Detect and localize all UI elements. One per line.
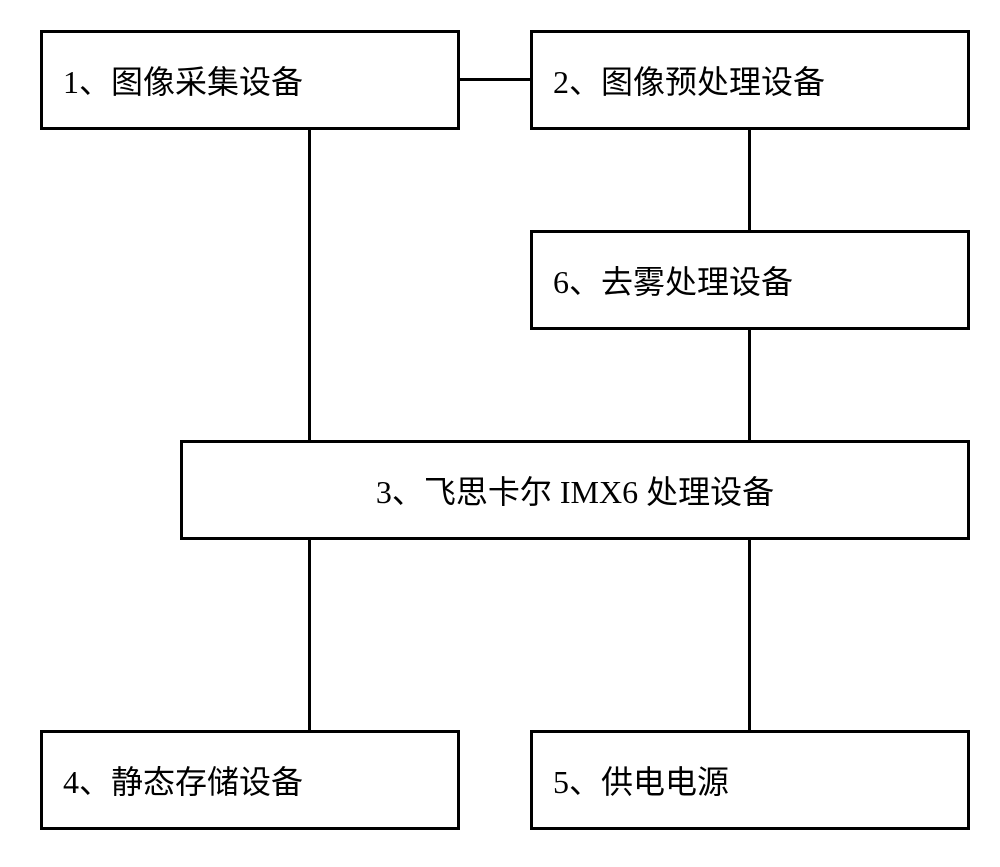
- node-label: 6、去雾处理设备: [553, 257, 793, 303]
- edge-node6-node3: [748, 330, 751, 440]
- node-defogging: 6、去雾处理设备: [530, 230, 970, 330]
- edge-node1-node3: [308, 130, 311, 440]
- node-label: 4、静态存储设备: [63, 757, 303, 803]
- node-power-supply: 5、供电电源: [530, 730, 970, 830]
- node-label: 3、飞思卡尔 IMX6 处理设备: [376, 467, 774, 513]
- edge-node2-node6: [748, 130, 751, 230]
- node-label: 5、供电电源: [553, 757, 729, 803]
- node-image-capture: 1、图像采集设备: [40, 30, 460, 130]
- edge-node3-node4: [308, 540, 311, 730]
- node-label: 2、图像预处理设备: [553, 57, 825, 103]
- node-freescale-imx6: 3、飞思卡尔 IMX6 处理设备: [180, 440, 970, 540]
- edge-node3-node5: [748, 540, 751, 730]
- node-static-storage: 4、静态存储设备: [40, 730, 460, 830]
- node-image-preprocessing: 2、图像预处理设备: [530, 30, 970, 130]
- edge-node1-node2: [460, 78, 530, 81]
- node-label: 1、图像采集设备: [63, 57, 303, 103]
